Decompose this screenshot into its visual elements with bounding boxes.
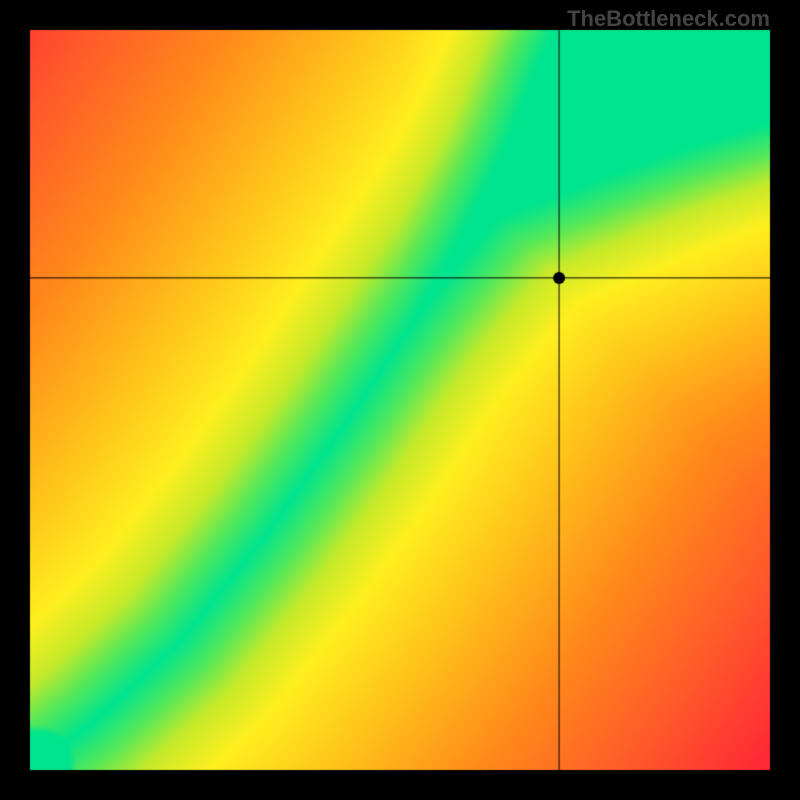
bottleneck-heatmap [0, 0, 800, 800]
chart-container: TheBottleneck.com [0, 0, 800, 800]
watermark-text: TheBottleneck.com [567, 6, 770, 32]
